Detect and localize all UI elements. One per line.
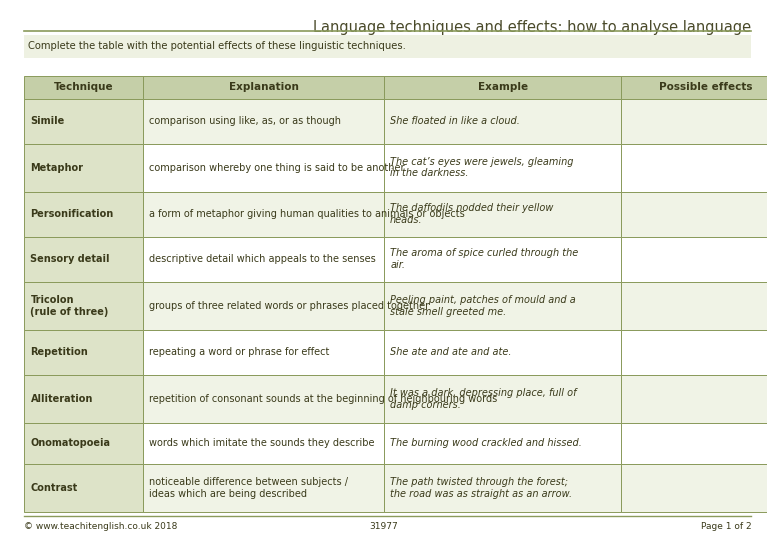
Text: Sensory detail: Sensory detail xyxy=(31,254,110,264)
Text: repetition of consonant sounds at the beginning of neighbouring words: repetition of consonant sounds at the be… xyxy=(149,394,498,404)
Text: Complete the table with the potential effects of these linguistic techniques.: Complete the table with the potential ef… xyxy=(28,41,406,51)
Text: Example: Example xyxy=(478,83,528,92)
Text: The path twisted through the forest;
the road was as straight as an arrow.: The path twisted through the forest; the… xyxy=(390,477,572,498)
FancyBboxPatch shape xyxy=(25,375,143,423)
Text: Metaphor: Metaphor xyxy=(31,163,84,173)
Text: She ate and ate and ate.: She ate and ate and ate. xyxy=(390,348,511,357)
Text: It was a dark, depressing place, full of
damp corners.: It was a dark, depressing place, full of… xyxy=(390,388,577,410)
FancyBboxPatch shape xyxy=(143,464,384,512)
Text: She floated in like a cloud.: She floated in like a cloud. xyxy=(390,116,520,126)
FancyBboxPatch shape xyxy=(143,237,384,282)
Text: Onomatopoeia: Onomatopoeia xyxy=(31,438,111,449)
FancyBboxPatch shape xyxy=(143,99,384,143)
Text: The cat’s eyes were jewels, gleaming
in the darkness.: The cat’s eyes were jewels, gleaming in … xyxy=(390,157,574,179)
FancyBboxPatch shape xyxy=(621,76,768,99)
FancyBboxPatch shape xyxy=(384,282,621,330)
Text: Page 1 of 2: Page 1 of 2 xyxy=(700,522,751,531)
FancyBboxPatch shape xyxy=(384,76,621,99)
FancyBboxPatch shape xyxy=(25,99,143,143)
Text: Peeling paint, patches of mould and a
stale smell greeted me.: Peeling paint, patches of mould and a st… xyxy=(390,295,576,317)
Text: noticeable difference between subjects /
ideas which are being described: noticeable difference between subjects /… xyxy=(149,477,348,498)
FancyBboxPatch shape xyxy=(25,282,143,330)
FancyBboxPatch shape xyxy=(384,143,621,192)
Text: Tricolon
(rule of three): Tricolon (rule of three) xyxy=(31,295,109,317)
Text: repeating a word or phrase for effect: repeating a word or phrase for effect xyxy=(149,348,329,357)
FancyBboxPatch shape xyxy=(384,375,621,423)
Text: Possible effects: Possible effects xyxy=(659,83,752,92)
Text: comparison using like, as, or as though: comparison using like, as, or as though xyxy=(149,116,341,126)
Text: comparison whereby one thing is said to be another: comparison whereby one thing is said to … xyxy=(149,163,405,173)
FancyBboxPatch shape xyxy=(143,282,384,330)
Text: © www.teachitenglish.co.uk 2018: © www.teachitenglish.co.uk 2018 xyxy=(25,522,177,531)
FancyBboxPatch shape xyxy=(621,237,768,282)
FancyBboxPatch shape xyxy=(621,192,768,237)
FancyBboxPatch shape xyxy=(25,143,143,192)
FancyBboxPatch shape xyxy=(621,423,768,464)
FancyBboxPatch shape xyxy=(25,423,143,464)
Text: The burning wood crackled and hissed.: The burning wood crackled and hissed. xyxy=(390,438,582,449)
Text: groups of three related words or phrases placed together: groups of three related words or phrases… xyxy=(149,301,429,311)
FancyBboxPatch shape xyxy=(25,237,143,282)
Text: The daffodils nodded their yellow
heads.: The daffodils nodded their yellow heads. xyxy=(390,204,554,225)
Text: Contrast: Contrast xyxy=(31,483,78,493)
FancyBboxPatch shape xyxy=(25,76,143,99)
FancyBboxPatch shape xyxy=(384,237,621,282)
Text: Repetition: Repetition xyxy=(31,348,88,357)
FancyBboxPatch shape xyxy=(143,76,384,99)
Text: The aroma of spice curled through the
air.: The aroma of spice curled through the ai… xyxy=(390,249,578,270)
FancyBboxPatch shape xyxy=(621,282,768,330)
Text: Alliteration: Alliteration xyxy=(31,394,93,404)
FancyBboxPatch shape xyxy=(384,99,621,143)
FancyBboxPatch shape xyxy=(621,464,768,512)
FancyBboxPatch shape xyxy=(143,192,384,237)
FancyBboxPatch shape xyxy=(384,464,621,512)
Text: Language techniques and effects: how to analyse language: Language techniques and effects: how to … xyxy=(313,20,751,35)
FancyBboxPatch shape xyxy=(384,423,621,464)
Text: Explanation: Explanation xyxy=(229,83,299,92)
FancyBboxPatch shape xyxy=(143,423,384,464)
FancyBboxPatch shape xyxy=(25,464,143,512)
FancyBboxPatch shape xyxy=(384,330,621,375)
Text: a form of metaphor giving human qualities to animals or objects: a form of metaphor giving human qualitie… xyxy=(149,209,465,219)
FancyBboxPatch shape xyxy=(25,330,143,375)
Text: words which imitate the sounds they describe: words which imitate the sounds they desc… xyxy=(149,438,375,449)
Text: Technique: Technique xyxy=(54,83,114,92)
Text: Personification: Personification xyxy=(31,209,114,219)
FancyBboxPatch shape xyxy=(384,192,621,237)
FancyBboxPatch shape xyxy=(621,330,768,375)
FancyBboxPatch shape xyxy=(621,143,768,192)
FancyBboxPatch shape xyxy=(621,99,768,143)
FancyBboxPatch shape xyxy=(25,192,143,237)
FancyBboxPatch shape xyxy=(143,375,384,423)
Text: 31977: 31977 xyxy=(369,522,399,531)
Text: descriptive detail which appeals to the senses: descriptive detail which appeals to the … xyxy=(149,254,376,264)
FancyBboxPatch shape xyxy=(25,35,751,58)
FancyBboxPatch shape xyxy=(143,330,384,375)
FancyBboxPatch shape xyxy=(621,375,768,423)
Text: Simile: Simile xyxy=(31,116,65,126)
FancyBboxPatch shape xyxy=(143,143,384,192)
